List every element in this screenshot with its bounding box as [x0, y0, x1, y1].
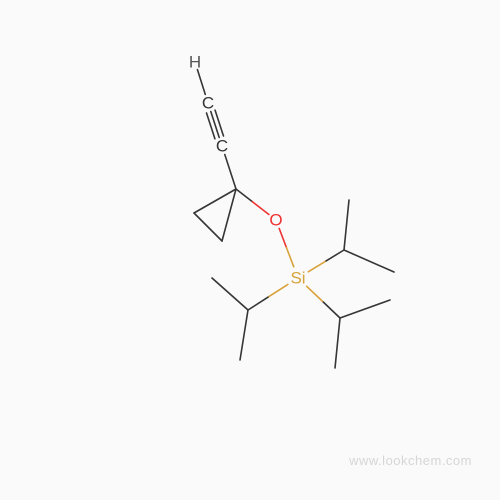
bond-line — [194, 213, 222, 241]
bond-line — [344, 200, 349, 250]
bond-line — [326, 250, 344, 261]
bond-line — [340, 300, 390, 318]
atom-label-c: C — [202, 94, 214, 113]
atom-label-si: Si — [290, 269, 305, 288]
bond-line — [222, 189, 236, 241]
bond-line — [252, 202, 268, 215]
bond-line — [286, 248, 293, 267]
bond-line — [240, 310, 248, 360]
atom-label-c: C — [216, 137, 228, 156]
chemical-structure-diagram: H C C O Si — [0, 0, 500, 500]
bond-line — [344, 250, 394, 272]
bond-line — [212, 278, 248, 310]
bond-line — [211, 112, 219, 138]
bond-line — [335, 318, 340, 368]
atom-label-h: H — [189, 53, 201, 72]
bond-line — [323, 302, 340, 318]
bond-line — [197, 70, 205, 95]
bond-line — [268, 284, 288, 297]
atom-label-o: O — [269, 211, 282, 230]
bond-line — [215, 110, 223, 136]
bond-line — [248, 297, 268, 310]
bond-line — [207, 113, 215, 139]
bond-line — [307, 286, 324, 302]
bond-line — [279, 228, 286, 247]
bond-line — [225, 155, 236, 189]
bond-line — [236, 189, 252, 202]
bond-line — [308, 261, 326, 272]
